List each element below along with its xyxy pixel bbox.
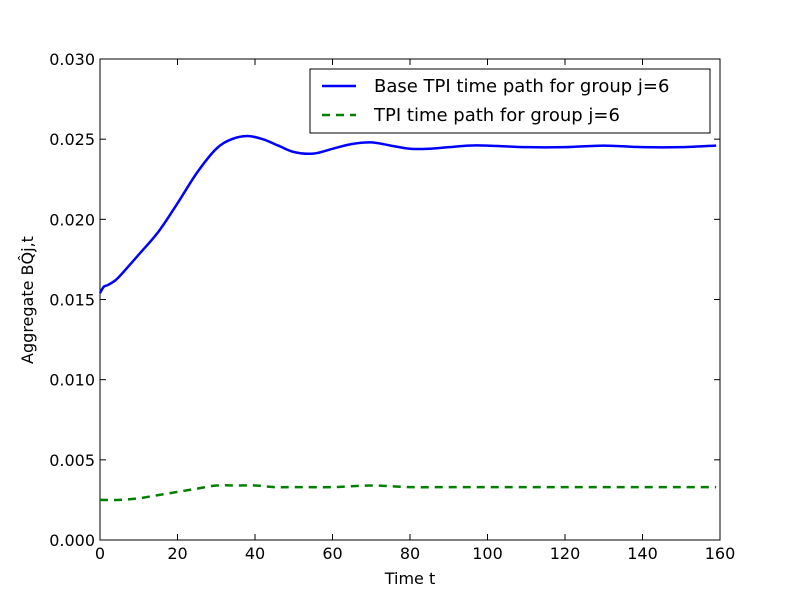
y-tick-label: 0.025 (49, 130, 95, 149)
y-tick-label: 0.020 (49, 210, 95, 229)
x-axis-label: Time t (384, 569, 436, 588)
legend-box (309, 68, 711, 134)
y-tick-label: 0.000 (49, 531, 95, 550)
y-axis-label: Aggregate BQ̂j,t (18, 236, 37, 364)
series-line-tpi (99, 484, 717, 502)
x-tick-label: 0 (95, 544, 105, 563)
y-tick-label: 0.030 (49, 50, 95, 69)
y-tick-label: 0.010 (49, 371, 95, 390)
legend: Base TPI time path for group j=6 TPI tim… (309, 68, 711, 134)
x-tick-label: 80 (400, 544, 420, 563)
x-tick-label: 160 (705, 544, 736, 563)
axis-ticks: 0 20 40 60 80 100 120 140 160 0.000 0.005 0.010 0.01… (49, 50, 735, 563)
x-tick-label: 100 (472, 544, 503, 563)
legend-label-tpi: TPI time path for group j=6 (373, 105, 620, 126)
y-tick-label: 0.005 (49, 451, 95, 470)
x-tick-label: 40 (245, 544, 265, 563)
x-tick-label: 20 (167, 544, 187, 563)
legend-label-base: Base TPI time path for group j=6 (374, 76, 669, 97)
x-tick-label: 140 (627, 544, 658, 563)
y-tick-label: 0.015 (49, 291, 95, 310)
x-tick-label: 120 (550, 544, 581, 563)
series-layer (98, 134, 717, 502)
x-tick-label: 60 (322, 544, 342, 563)
series-line-base (98, 134, 717, 294)
plot-area (99, 58, 721, 541)
